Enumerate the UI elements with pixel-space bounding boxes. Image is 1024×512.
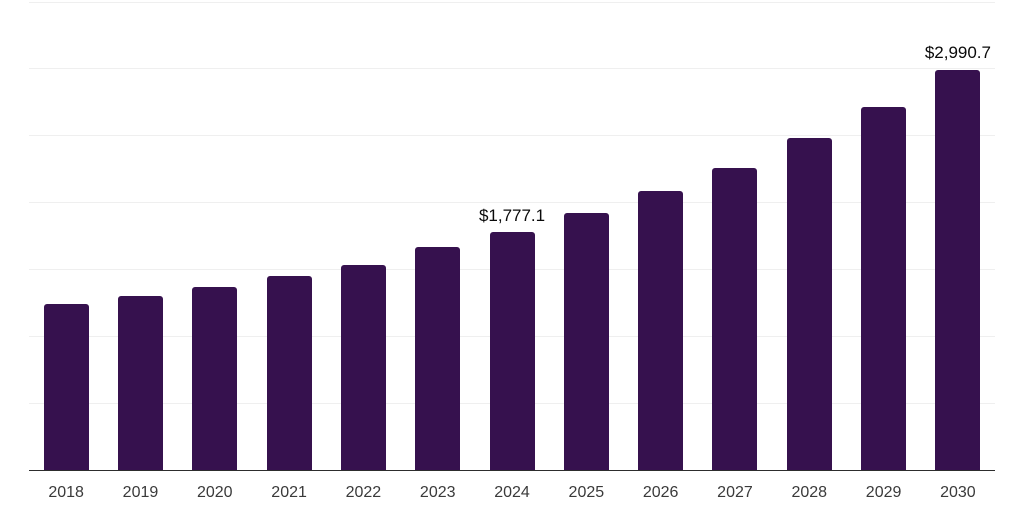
x-tick-2027: 2027 — [717, 484, 753, 501]
bar-slot-2019 — [103, 2, 177, 470]
x-tick-2029: 2029 — [865, 484, 902, 501]
x-tick-2026: 2026 — [642, 484, 679, 501]
x-tick-2025: 2025 — [568, 484, 605, 501]
bar-slot-2030: $2,990.7 — [921, 2, 995, 470]
bar-slot-2023 — [401, 2, 475, 470]
x-tick-2018: 2018 — [48, 484, 84, 501]
bar-2027 — [712, 167, 758, 470]
bar-2023 — [415, 247, 461, 470]
bar-2018 — [43, 304, 89, 470]
bar-chart: $1,777.1 $2,990.7 2018 2019 2020 2021 2022 202… — [29, 1, 995, 502]
value-label-2030: $2,990.7 — [924, 43, 991, 63]
bar-slot-2025 — [549, 2, 623, 470]
bar-2020 — [192, 286, 238, 470]
x-tick-2020: 2020 — [196, 484, 233, 501]
bars: $1,777.1 $2,990.7 — [29, 2, 995, 470]
bar-slot-2026 — [624, 2, 698, 470]
x-axis-ticks: 2018 2019 2020 2021 2022 2023 2024 2025 2026 2027… — [29, 471, 995, 502]
bar-2028 — [786, 138, 832, 470]
bar-slot-2024: $1,777.1 — [475, 2, 549, 470]
bar-slot-2028 — [772, 2, 846, 470]
bar-2024 — [489, 232, 535, 470]
bar-slot-2020 — [178, 2, 252, 470]
bar-2025 — [563, 212, 609, 470]
value-label-2024: $1,777.1 — [478, 205, 546, 225]
bar-slot-2029 — [846, 2, 920, 470]
bar-2029 — [861, 107, 907, 470]
x-tick-2021: 2021 — [271, 484, 307, 501]
bar-slot-2018 — [29, 2, 103, 470]
plot-area: $1,777.1 $2,990.7 — [29, 1, 995, 471]
bar-2030 — [935, 70, 981, 470]
bar-2019 — [117, 296, 163, 470]
bar-2026 — [638, 191, 684, 470]
x-tick-2023: 2023 — [419, 484, 456, 501]
x-tick-2019: 2019 — [122, 484, 159, 501]
x-tick-2022: 2022 — [345, 484, 382, 501]
x-tick-2028: 2028 — [791, 484, 828, 501]
bar-slot-2021 — [252, 2, 326, 470]
bar-2021 — [266, 276, 312, 470]
bar-2022 — [340, 264, 386, 470]
bar-slot-2027 — [698, 2, 772, 470]
x-tick-2024: 2024 — [494, 484, 530, 501]
x-tick-2030: 2030 — [940, 484, 976, 501]
bar-slot-2022 — [326, 2, 400, 470]
